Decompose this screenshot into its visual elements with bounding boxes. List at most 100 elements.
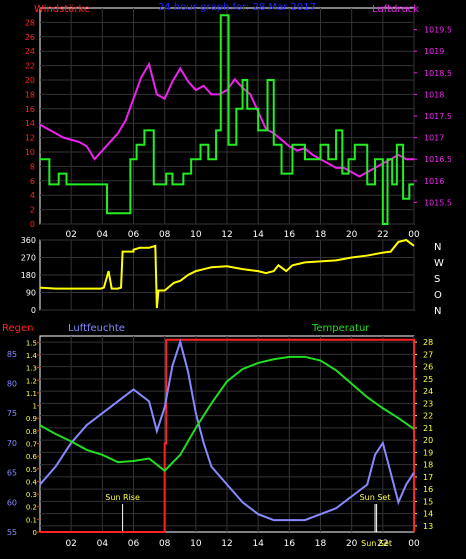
x-tick-label: 10 (190, 230, 202, 240)
rain-y-tick-label: 0.4 (26, 478, 38, 486)
rain-y-tick-label: 0.3 (26, 491, 37, 499)
x-tick-label: 08 (159, 230, 171, 240)
temperature-y-tick-label: 22 (423, 412, 433, 421)
temperature-y-tick-label: 26 (423, 363, 433, 372)
humidity-line (39, 338, 415, 522)
x-tick-label: 16 (284, 539, 296, 549)
pressure-y-tick-label: 1019 (424, 47, 444, 56)
humidity-y-tick-label: 70 (7, 439, 17, 448)
rain-y-tick-label: 1.1 (26, 390, 37, 398)
direction-y-tick-label: 180 (21, 271, 36, 280)
rain-y-tick-label: 0.9 (26, 415, 37, 423)
temperature-y-tick-label: 13 (423, 522, 433, 531)
humidity-y-tick-label: 85 (7, 350, 17, 359)
compass-label-n-top: N (434, 242, 441, 253)
wind-y-tick-label: 14 (25, 119, 35, 128)
x-tick-label: 20 (346, 230, 358, 240)
x-tick-label: 22 (377, 539, 388, 549)
x-tick-label: 12 (221, 230, 232, 240)
compass-label-w: W (434, 258, 444, 269)
temperature-header-label: Temperatur (311, 323, 370, 334)
compass-label-s: S (434, 274, 440, 285)
humidity-y-tick-label: 60 (7, 498, 17, 507)
pressure-y-tick-label: 1018.5 (424, 69, 452, 78)
temperature-line (39, 355, 415, 473)
grid-layer (40, 8, 415, 532)
pressure-y-tick-label: 1018 (424, 90, 444, 99)
temperature-y-tick-label: 20 (423, 436, 433, 445)
pressure-line (39, 61, 414, 178)
rain-y-tick-label: 1.2 (26, 377, 37, 385)
rain-y-tick-label: 0.1 (26, 516, 37, 524)
x-tick-label: 04 (97, 230, 109, 240)
x-tick-label: 02 (65, 230, 76, 240)
temperature-y-tick-label: 23 (423, 399, 433, 408)
wind-y-tick-label: 18 (25, 90, 35, 99)
x-tick-label: 06 (128, 230, 140, 240)
x-tick-label: 14 (252, 230, 264, 240)
pressure-header-label: Luftdruck (372, 4, 419, 15)
sun-annotation-label: Sun Set (361, 539, 392, 548)
wind-y-tick-label: 4 (30, 191, 35, 200)
direction-y-tick-label: 0 (31, 306, 36, 315)
wind-speed-line (40, 14, 414, 225)
compass-label-n-bottom: N (434, 306, 441, 317)
axis-layer: 0202040406060808101012121414161618182020… (7, 18, 452, 549)
temperature-y-tick-label: 28 (423, 338, 433, 347)
wind-y-tick-label: 0 (30, 220, 35, 229)
wind-y-tick-label: 16 (25, 105, 35, 114)
temperature-y-tick-label: 21 (423, 424, 433, 433)
x-tick-label: 18 (315, 539, 327, 549)
pressure-y-tick-label: 1015.5 (424, 198, 452, 207)
temperature-y-tick-label: 24 (423, 387, 433, 396)
pressure-y-tick-label: 1016 (424, 177, 444, 186)
pressure-y-tick-label: 1016.5 (424, 155, 452, 164)
rain-y-tick-label: 0.6 (26, 453, 38, 461)
humidity-y-tick-label: 80 (7, 380, 17, 389)
compass-label-o: O (434, 290, 442, 301)
x-tick-label: 18 (315, 230, 327, 240)
wind-y-tick-label: 12 (25, 134, 35, 143)
wind-y-tick-label: 28 (25, 18, 35, 27)
temperature-y-tick-label: 14 (423, 510, 433, 519)
rain-y-tick-label: 1.5 (26, 339, 37, 347)
direction-y-tick-label: 90 (26, 289, 36, 298)
humidity-y-tick-label: 75 (7, 409, 17, 418)
wind-header-label: Windstärke (34, 4, 90, 15)
direction-y-tick-label: 360 (21, 236, 36, 245)
wind-y-tick-label: 2 (30, 206, 35, 215)
wind-y-tick-label: 20 (25, 76, 35, 85)
rain-header-label: Regen (2, 323, 34, 334)
x-tick-label: 22 (377, 230, 388, 240)
wind-y-tick-label: 22 (25, 62, 35, 71)
x-tick-label: 08 (159, 539, 171, 549)
rain-y-tick-label: 1 (33, 403, 37, 411)
sun-annotation-label: Sun Set (360, 493, 391, 502)
pressure-y-tick-label: 1017.5 (424, 112, 452, 121)
rain-y-tick-label: 1.4 (26, 352, 38, 360)
rain-line (40, 338, 415, 533)
x-tick-label: 20 (346, 539, 358, 549)
x-tick-label: 02 (65, 539, 76, 549)
temperature-y-tick-label: 25 (423, 375, 433, 384)
temperature-y-tick-label: 19 (423, 448, 433, 457)
x-tick-label: 04 (97, 539, 109, 549)
pressure-y-tick-label: 1019.5 (424, 26, 452, 35)
sun-annotation-label: Sun Rise (105, 493, 140, 502)
wind-direction-line (39, 238, 415, 309)
humidity-y-tick-label: 55 (7, 528, 17, 537)
pressure-y-tick-label: 1017 (424, 134, 444, 143)
series-layer (39, 14, 415, 533)
x-tick-label: 14 (252, 539, 264, 549)
x-tick-label: 12 (221, 539, 232, 549)
wind-y-tick-label: 8 (30, 162, 35, 171)
x-tick-label: 10 (190, 539, 202, 549)
graph-title: 24 hour graph for: 28 Mar 2017 (158, 2, 316, 13)
temperature-y-tick-label: 27 (423, 350, 433, 359)
wind-y-tick-label: 10 (25, 148, 35, 157)
x-tick-label: 00 (408, 539, 420, 549)
temperature-y-tick-label: 18 (423, 461, 433, 470)
wind-y-tick-label: 26 (25, 33, 35, 42)
x-tick-label: 16 (284, 230, 296, 240)
